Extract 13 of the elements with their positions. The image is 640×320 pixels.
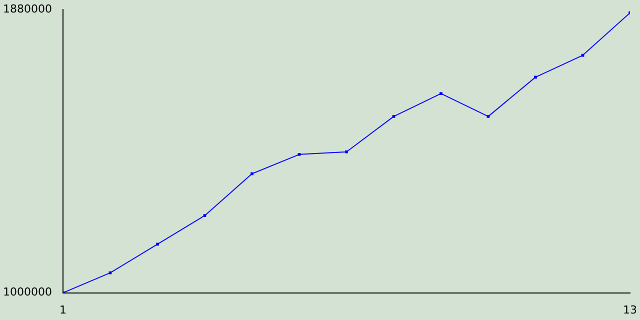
y-tick-label: 1000000 [2,286,52,299]
y-tick-label: 1880000 [2,2,52,16]
point [486,115,490,118]
point [392,115,396,118]
point [156,242,159,246]
point [203,214,206,217]
point [108,271,112,274]
point [534,76,537,79]
x-tick-label: 13 [623,303,637,316]
point [250,172,254,176]
point [298,153,301,156]
x-tick-label: 1 [59,303,66,316]
point [345,150,348,154]
